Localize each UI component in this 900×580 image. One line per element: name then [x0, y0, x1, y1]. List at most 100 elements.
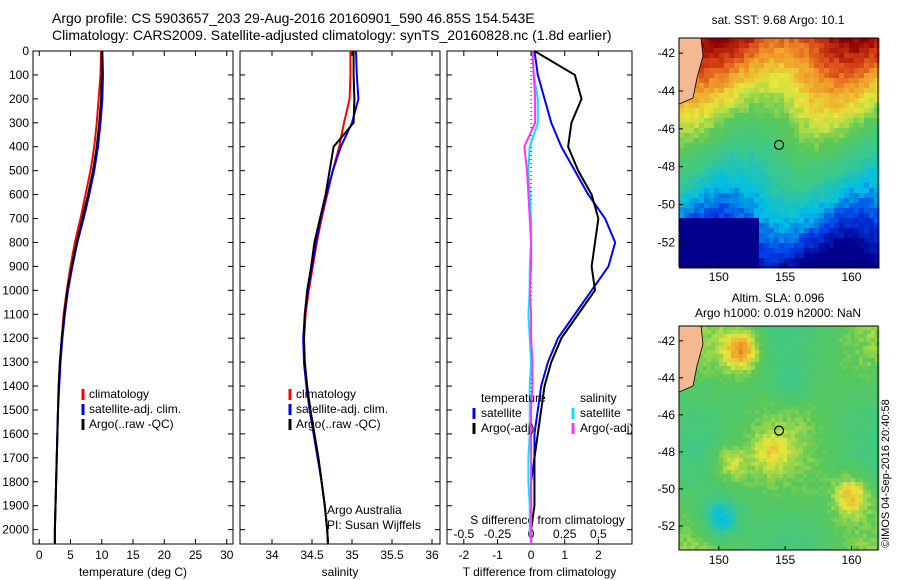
- map-cell: [863, 414, 868, 419]
- map-cell: [775, 522, 780, 527]
- map-cell: [699, 402, 704, 407]
- map-cell: [723, 434, 728, 439]
- map-cell: [719, 158, 725, 164]
- map-cell: [824, 53, 830, 59]
- map-cell: [747, 470, 752, 475]
- map-cell: [843, 410, 848, 415]
- map-cell: [679, 198, 685, 204]
- map-cell: [689, 123, 695, 129]
- map-cell: [824, 228, 830, 234]
- map-cell: [844, 118, 850, 124]
- map-cell: [759, 506, 764, 511]
- map-cell: [779, 386, 784, 391]
- map-cell: [823, 470, 828, 475]
- map-cell: [819, 203, 825, 209]
- map-cell: [711, 442, 716, 447]
- map-cell: [755, 530, 760, 535]
- map-cell: [723, 394, 728, 399]
- map-cell: [827, 326, 832, 331]
- map-cell: [771, 382, 776, 387]
- map-cell: [831, 414, 836, 419]
- map-cell: [824, 153, 830, 159]
- map-cell: [779, 238, 785, 244]
- map-cell: [767, 462, 772, 467]
- map-cell: [775, 326, 780, 331]
- map-cell: [815, 442, 820, 447]
- map-cell: [863, 370, 868, 375]
- map-cell: [804, 68, 810, 74]
- map-cell: [709, 203, 715, 209]
- map-cell: [849, 233, 855, 239]
- map-cell: [779, 378, 784, 383]
- map-cell: [809, 73, 815, 79]
- map-cell: [735, 426, 740, 431]
- map-cell: [679, 438, 684, 443]
- map-cell: [719, 138, 725, 144]
- map-cell: [791, 498, 796, 503]
- map-cell: [779, 414, 784, 419]
- map-cell: [707, 378, 712, 383]
- map-cell: [754, 163, 760, 169]
- map-cell: [783, 410, 788, 415]
- map-cell: [727, 338, 732, 343]
- map-cell: [763, 514, 768, 519]
- map-cell: [719, 474, 724, 479]
- map-cell: [799, 158, 805, 164]
- map-cell: [711, 426, 716, 431]
- map-cell: [687, 482, 692, 487]
- map-cell: [709, 253, 715, 259]
- map-cell: [847, 354, 852, 359]
- map-cell: [871, 358, 876, 363]
- map-cell: [679, 390, 684, 395]
- map-cell: [749, 63, 755, 69]
- map-cell: [803, 510, 808, 515]
- map-cell: [699, 398, 704, 403]
- map-cell: [744, 163, 750, 169]
- map-cell: [687, 458, 692, 463]
- map-cell: [847, 342, 852, 347]
- map-cell: [839, 454, 844, 459]
- map-cell: [855, 450, 860, 455]
- map-cell: [709, 238, 715, 244]
- map-cell: [687, 454, 692, 459]
- map-cell: [759, 238, 765, 244]
- map-cell: [859, 208, 865, 214]
- map-cell: [703, 382, 708, 387]
- map-cell: [839, 366, 844, 371]
- map-cell: [704, 213, 710, 219]
- map-cell: [869, 128, 875, 134]
- map-cell: [723, 498, 728, 503]
- map-cell: [794, 123, 800, 129]
- map-cell: [759, 358, 764, 363]
- map-cell: [803, 334, 808, 339]
- map-cell: [819, 93, 825, 99]
- map-cell: [869, 213, 875, 219]
- map-cell: [739, 534, 744, 539]
- map-cell: [835, 366, 840, 371]
- map-cell: [829, 243, 835, 249]
- map-cell: [839, 414, 844, 419]
- map-cell: [859, 243, 865, 249]
- map-cell: [791, 542, 796, 547]
- map-cell: [695, 510, 700, 515]
- map-cell: [804, 108, 810, 114]
- map-cell: [769, 68, 775, 74]
- map-cell: [859, 394, 864, 399]
- map-cell: [715, 502, 720, 507]
- map-cell: [727, 534, 732, 539]
- map-cell: [727, 418, 732, 423]
- map-cell: [691, 538, 696, 543]
- map-cell: [751, 446, 756, 451]
- map-cell: [694, 203, 700, 209]
- map-cell: [874, 98, 880, 104]
- map-cell: [729, 153, 735, 159]
- map-cell: [869, 243, 875, 249]
- map-cell: [843, 358, 848, 363]
- map-cell: [769, 123, 775, 129]
- map-cell: [779, 470, 784, 475]
- map-cell: [791, 390, 796, 395]
- map-cell: [835, 446, 840, 451]
- map-cell: [724, 68, 730, 74]
- map-cell: [724, 183, 730, 189]
- map-cell: [819, 178, 825, 184]
